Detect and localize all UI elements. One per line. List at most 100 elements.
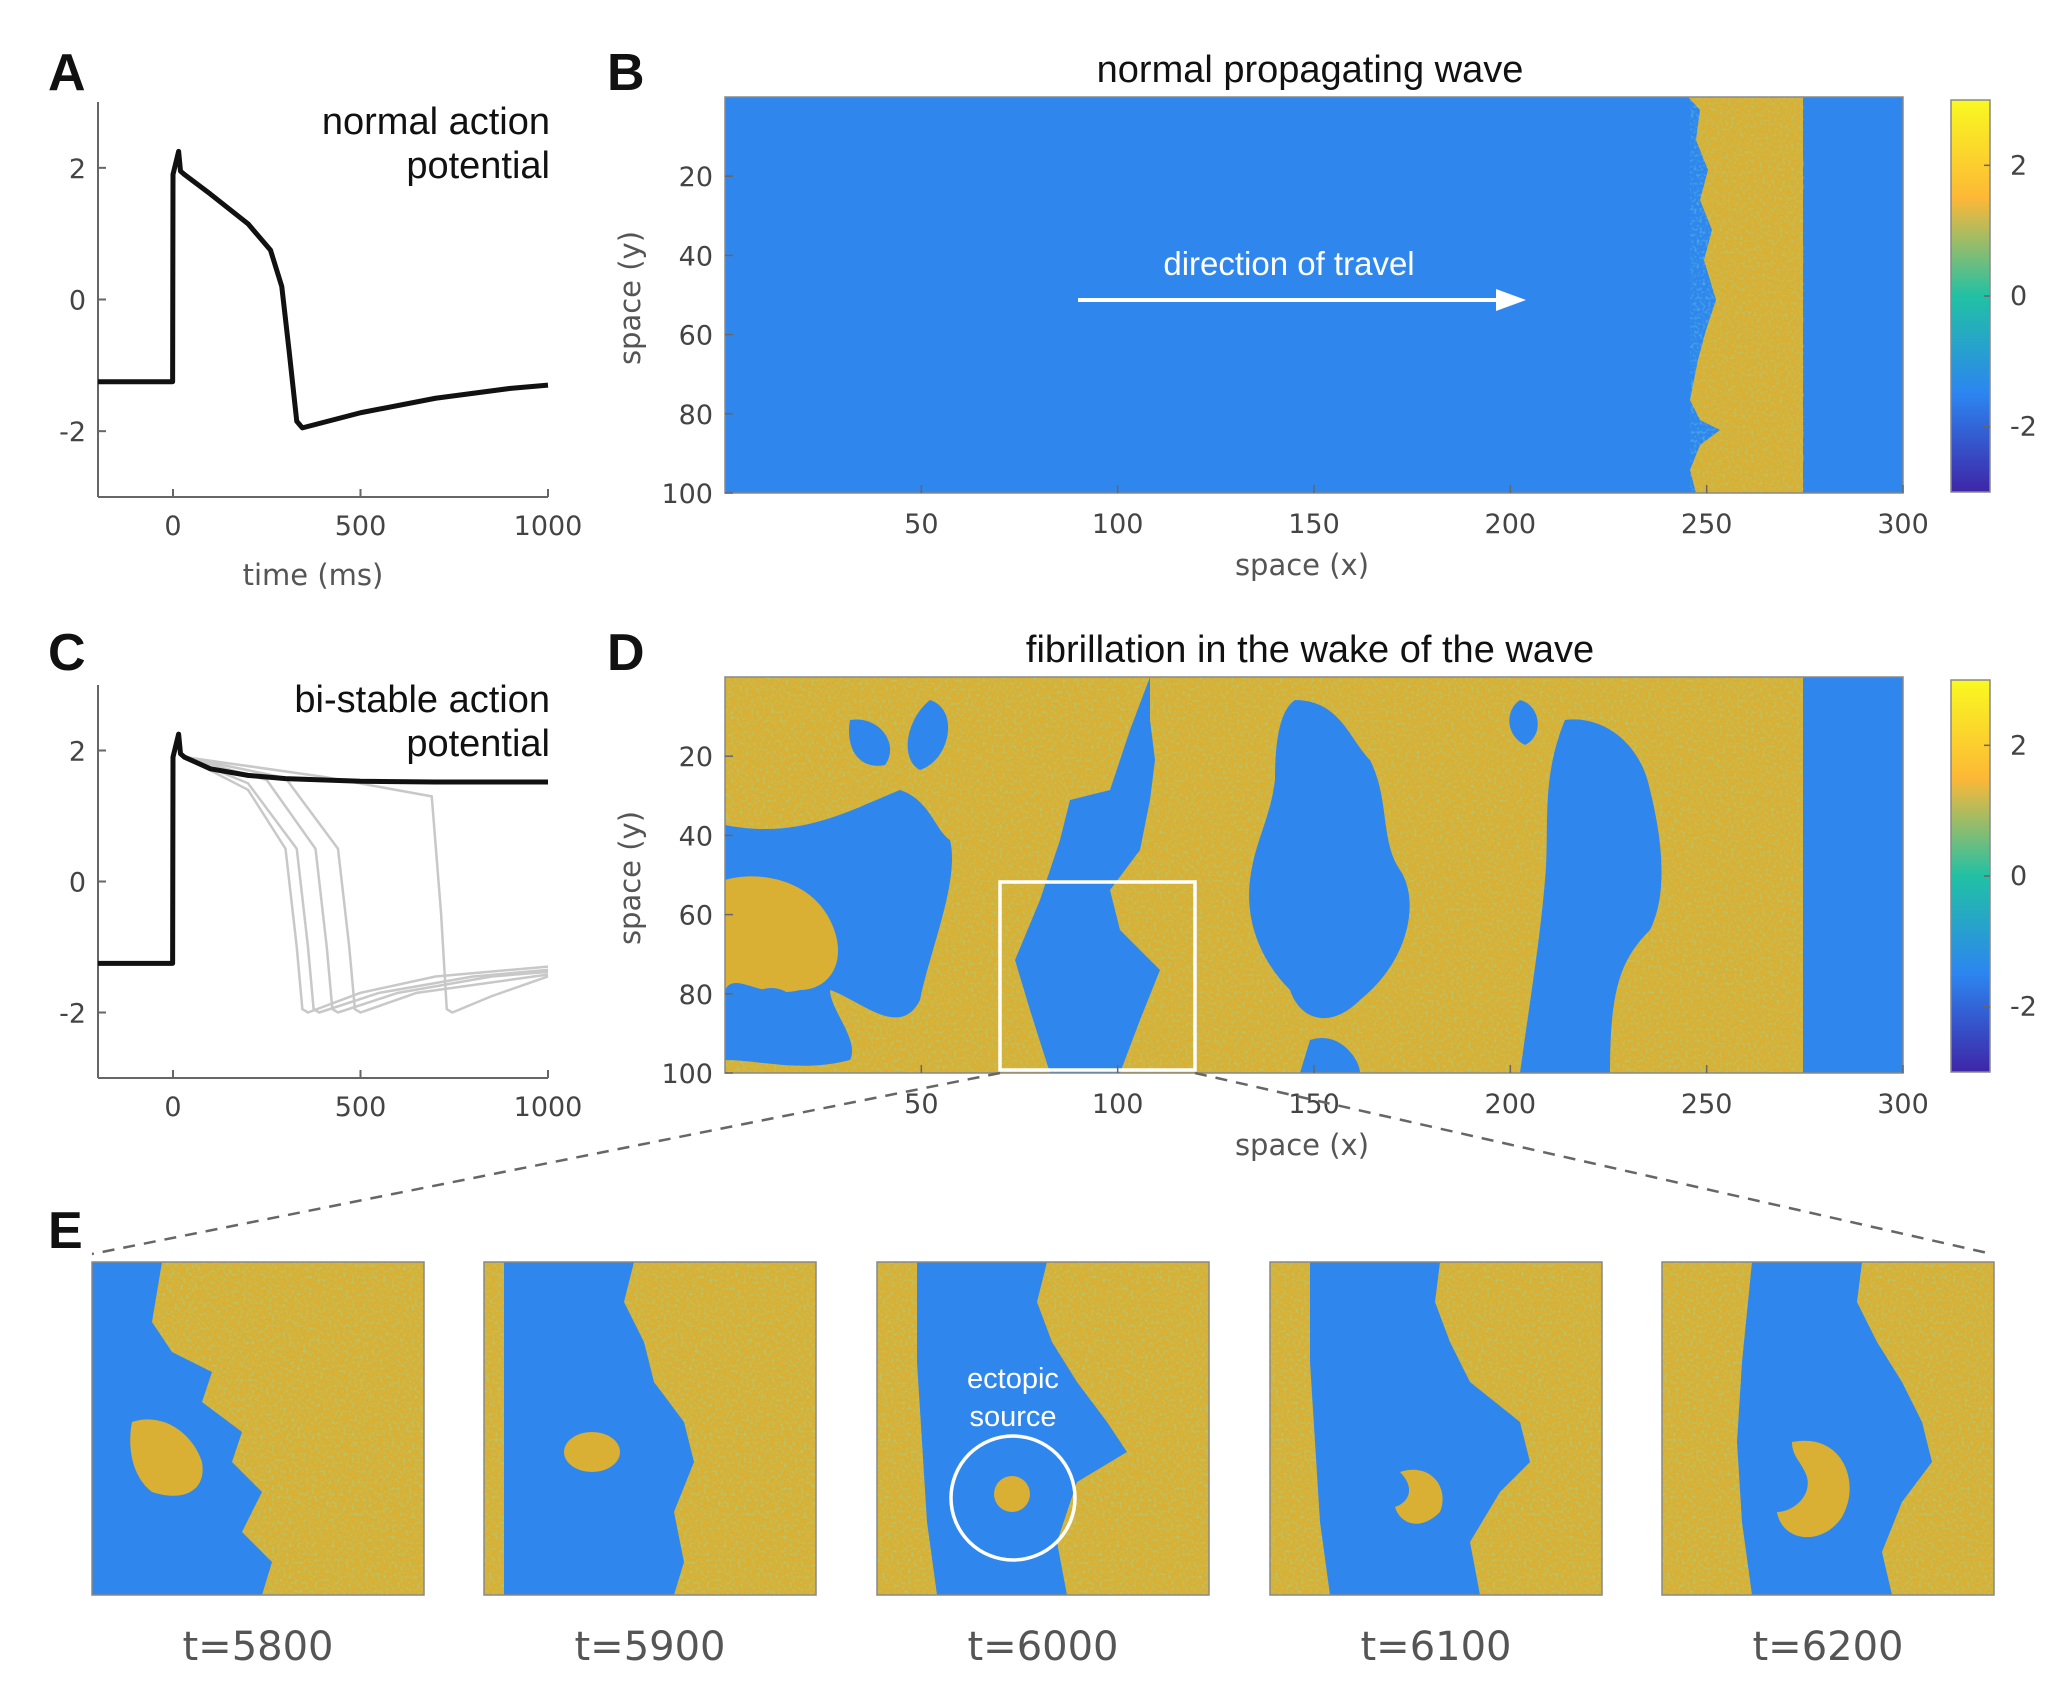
- zoom-line-left: [91, 1071, 1001, 1256]
- y-tick-label: 80: [679, 400, 713, 431]
- snapshot-time-label: t=6200: [1753, 1624, 1904, 1670]
- ectopic-label-line2: source: [969, 1401, 1056, 1433]
- wave-band: [1015, 677, 1160, 1073]
- snapshot-blue-band: [92, 1262, 272, 1595]
- y-tick-label: 60: [679, 321, 713, 352]
- colorbar-tick-label: -2: [2010, 992, 2037, 1023]
- x-tick-label: 0: [164, 1092, 181, 1123]
- y-tick-label: 2: [69, 737, 86, 768]
- colorbar-tick-label: 0: [2010, 861, 2027, 892]
- ectopic-source-circle: [949, 1434, 1077, 1562]
- y-tick-label: 2: [69, 154, 86, 185]
- blob: [1300, 1037, 1360, 1073]
- snapshot-blue-band: [917, 1262, 1127, 1595]
- x-tick-label: 1000: [514, 511, 583, 542]
- panel-label-a: A: [48, 44, 86, 102]
- snapshot-frame: [91, 1261, 425, 1596]
- ectopic-label-line1: ectopic: [967, 1363, 1059, 1395]
- blob: [849, 719, 891, 766]
- x-tick-label: 200: [1485, 1089, 1537, 1120]
- panel-d-axes: 50 100 150 200 250 300 20 40 60 80 100: [661, 742, 1928, 1120]
- snapshot-frame: [1661, 1261, 1995, 1596]
- y-tick-label: -2: [59, 999, 86, 1030]
- snapshot-blue-band: [504, 1262, 694, 1595]
- x-tick-label: 300: [1877, 509, 1929, 540]
- gray-trace: [183, 755, 549, 1014]
- panel-c-title-line2: potential: [406, 723, 550, 765]
- blob: [907, 700, 949, 770]
- y-tick-label: 20: [679, 162, 713, 193]
- panel-label-b: B: [607, 44, 645, 102]
- panel-b-ylabel: space (y): [613, 231, 647, 365]
- colorbar-tick-label: 2: [2010, 730, 2027, 761]
- snapshot-time-label: t=5800: [183, 1624, 334, 1670]
- x-tick-label: 1000: [514, 1092, 583, 1123]
- y-tick-label: 100: [661, 1059, 713, 1090]
- snapshot-blue-band: [1310, 1262, 1530, 1595]
- panel-b-axes: 50 100 150 200 250 300 20 40 60 80 100: [661, 162, 1928, 540]
- panel-d-heatmap: [724, 676, 1904, 1074]
- blob: [725, 876, 839, 993]
- y-tick-label: 60: [679, 901, 713, 932]
- colorbar-tick-label: 2: [2010, 150, 2027, 181]
- panel-a-axes: 0 500 1000 2 0 -2: [59, 102, 582, 542]
- action-potential-trace: [98, 731, 548, 966]
- snapshot-excited-blob: [1777, 1440, 1850, 1538]
- panel-b-xlabel: space (x): [1235, 548, 1369, 582]
- panel-d-xlabel: space (x): [1235, 1128, 1369, 1162]
- panel-d-blobs: [725, 677, 1903, 1073]
- snapshot-frame: ectopic source: [876, 1261, 1210, 1596]
- x-tick-label: 250: [1681, 1089, 1733, 1120]
- x-tick-label: 500: [335, 511, 387, 542]
- direction-label: direction of travel: [1163, 245, 1414, 282]
- wave-band: [1520, 719, 1662, 1073]
- snapshot-excited-blob: [994, 1476, 1030, 1512]
- panel-b-arrow: direction of travel: [1078, 245, 1526, 311]
- snapshot-excited-blob: [130, 1419, 203, 1496]
- action-potential-trace: [98, 148, 549, 431]
- panel-a-title: normal action potential: [322, 101, 550, 187]
- gray-trace: [183, 755, 549, 1014]
- x-tick-label: 500: [335, 1092, 387, 1123]
- x-tick-label: 200: [1485, 509, 1537, 540]
- gray-trace: [183, 755, 549, 1014]
- resting-region: [1803, 677, 1903, 1073]
- x-tick-label: 300: [1877, 1089, 1929, 1120]
- panel-a-title-line2: potential: [406, 145, 550, 187]
- direction-arrow-head: [1496, 289, 1526, 311]
- x-tick-label: 50: [904, 1089, 938, 1120]
- y-tick-label: -2: [59, 417, 86, 448]
- panel-b-colorbar: 2 0 -2: [1950, 99, 2037, 493]
- zoom-line-right: [1194, 1071, 1993, 1256]
- panel-a-xlabel: time (ms): [243, 558, 384, 592]
- snapshot-frame: [1269, 1261, 1603, 1596]
- snapshot-excited-blob: [1395, 1469, 1443, 1524]
- panel-c-title: bi-stable action potential: [294, 679, 550, 765]
- snapshot-time-label: t=6100: [1361, 1624, 1512, 1670]
- panel-c-axes: 0 500 1000 2 0 -2: [59, 685, 582, 1123]
- panel-b-title: normal propagating wave: [1097, 49, 1524, 91]
- panel-label-c: C: [48, 624, 86, 682]
- colorbar-tick-label: -2: [2010, 412, 2037, 443]
- y-tick-label: 0: [69, 868, 86, 899]
- y-tick-label: 40: [679, 821, 713, 852]
- panel-b-heatmap: [724, 96, 1904, 494]
- y-tick-label: 100: [661, 479, 713, 510]
- panel-c-title-line1: bi-stable action: [294, 679, 550, 721]
- x-tick-label: 150: [1288, 1089, 1340, 1120]
- colorbar-b: [1950, 99, 1991, 493]
- snapshot-frame: [483, 1261, 817, 1596]
- zoom-box: [998, 880, 1197, 1072]
- x-tick-label: 150: [1288, 509, 1340, 540]
- panel-label-e: E: [48, 1202, 83, 1260]
- snapshot-excited-blob: [564, 1432, 620, 1472]
- x-tick-label: 50: [904, 509, 938, 540]
- blob: [755, 988, 803, 1051]
- blob: [1509, 700, 1538, 745]
- y-tick-label: 40: [679, 241, 713, 272]
- panel-d-ylabel: space (y): [613, 811, 647, 945]
- panel-a-title-line1: normal action: [322, 101, 550, 143]
- snapshot-time-label: t=5900: [575, 1624, 726, 1670]
- x-tick-label: 100: [1092, 1089, 1144, 1120]
